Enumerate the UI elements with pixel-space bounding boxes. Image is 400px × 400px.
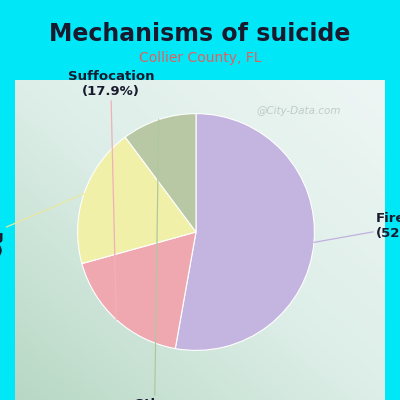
Text: @City-Data.com: @City-Data.com [256,106,340,116]
Text: Suffocation
(17.9%): Suffocation (17.9%) [68,70,154,320]
Wedge shape [82,232,196,348]
Wedge shape [78,137,196,264]
Text: Firearm
(52.8%): Firearm (52.8%) [314,212,400,242]
Text: Other
(10.2%): Other (10.2%) [126,120,184,400]
Text: Collier County, FL: Collier County, FL [139,51,261,65]
Text: Poisoning
(19.1%): Poisoning (19.1%) [0,194,84,258]
Wedge shape [125,114,196,232]
Wedge shape [175,114,314,350]
Text: Mechanisms of suicide: Mechanisms of suicide [49,22,351,46]
